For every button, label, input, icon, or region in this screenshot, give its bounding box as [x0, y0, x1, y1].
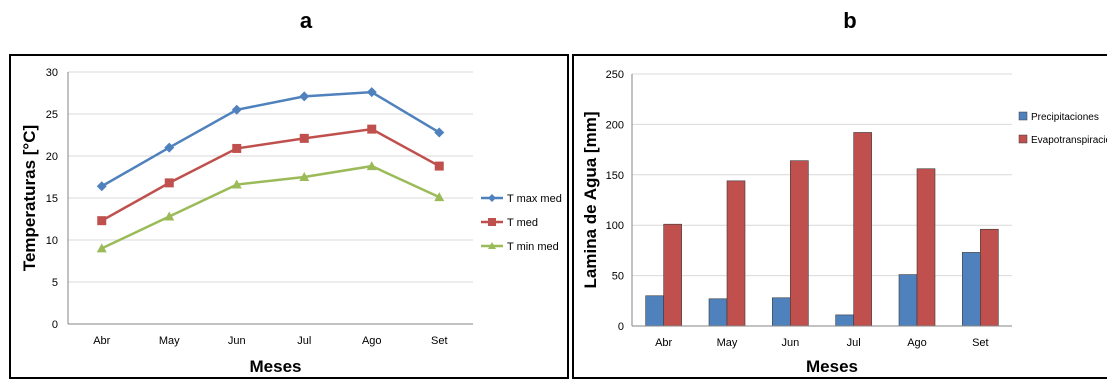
legend-label-precipitaciones: Precipitaciones [1031, 112, 1099, 123]
data-point-t-max-med-set [434, 127, 445, 138]
data-point-t-med-may [164, 178, 174, 188]
bar-evapotranspiracion-jun [790, 160, 809, 327]
y-tick-label-b-4: 200 [606, 119, 624, 131]
x-tick-label-a-jun: Jun [228, 335, 246, 347]
chart-b-water: 0 50 100 150 200 250 Abr May Jun Jul Ago Set Meses La… [572, 54, 1107, 379]
data-point-t-med-set [434, 161, 444, 171]
data-point-t-max-med-jul [299, 91, 310, 102]
y-tick-label-a-0: 0 [52, 319, 58, 331]
data-point-t-min-med-jul [299, 172, 310, 181]
panel-label-b: b [843, 8, 857, 33]
data-point-t-min-med-ago [366, 161, 377, 171]
x-axis-label-a: Meses [250, 357, 302, 376]
data-point-t-med-jul [299, 133, 309, 143]
y-tick-label-a-6: 30 [46, 67, 58, 79]
y-tick-label-a-4: 20 [46, 151, 58, 163]
y-tick-label-a-2: 10 [46, 235, 58, 247]
chart-b-svg: 0 50 100 150 200 250 Abr May Jun Jul Ago Set Meses La… [581, 69, 1107, 376]
bar-evapotranspiracion-ago [916, 168, 936, 327]
bar-evapotranspiracion-may [726, 180, 746, 327]
legend-label-t-max-med: T max med [507, 193, 562, 205]
bar-evapotranspiracion-jul [853, 132, 872, 327]
x-tick-label-a-ago: Ago [362, 335, 382, 347]
panel-label-a: a [299, 8, 313, 33]
bar-precipitaciones-jun [772, 297, 791, 327]
legend-marker-t-med [488, 218, 496, 226]
series-line-t-min-med [101, 164, 440, 250]
legend-label-evapotranspiracion: Evapotranspiracion [1031, 135, 1107, 146]
data-point-t-min-med-may [164, 211, 175, 221]
y-axis-label-a: Temperaturas [°C] [20, 125, 39, 271]
x-tick-label-a-jul: Jul [297, 335, 311, 347]
bar-evapotranspiracion-set [980, 228, 999, 327]
legend-label-t-min-med: T min med [507, 241, 559, 253]
y-tick-label-b-3: 150 [606, 170, 624, 182]
data-point-t-min-med-set [434, 192, 445, 202]
data-point-t-med-jun [232, 143, 242, 153]
y-tick-label-a-1: 5 [52, 277, 58, 289]
x-tick-label-b-set: Set [972, 337, 989, 349]
data-point-t-med-ago [367, 124, 377, 134]
data-point-t-min-med-jun [231, 179, 242, 189]
bar-precipitaciones-abr [645, 295, 664, 327]
bar-evapotranspiracion-abr [663, 223, 682, 327]
x-tick-label-b-ago: Ago [907, 337, 927, 349]
legend-swatch-evapotranspiracion [1018, 134, 1028, 144]
data-point-t-min-med-abr [96, 243, 107, 253]
y-tick-label-a-5: 25 [46, 109, 58, 121]
x-tick-label-b-abr: Abr [655, 337, 672, 349]
y-tick-label-a-3: 15 [46, 193, 58, 205]
data-point-t-max-med-may [164, 142, 175, 153]
legend-swatch-precipitaciones [1018, 111, 1028, 121]
x-axis-label-b: Meses [806, 357, 858, 376]
legend-label-t-med: T med [507, 217, 538, 229]
data-point-t-max-med-abr [96, 181, 107, 192]
bar-precipitaciones-jul [835, 314, 854, 327]
x-tick-label-a-abr: Abr [93, 335, 110, 347]
legend-marker-t-min-med [488, 242, 496, 249]
legend-marker-t-max-med [488, 194, 496, 202]
y-tick-label-b-5: 250 [606, 69, 624, 81]
y-tick-label-b-2: 100 [606, 220, 624, 232]
data-point-t-max-med-jun [231, 104, 242, 115]
x-tick-label-b-may: May [717, 337, 738, 349]
bar-precipitaciones-set [962, 252, 981, 327]
series-line-t-max-med [101, 90, 440, 188]
x-tick-label-b-jun: Jun [781, 337, 799, 349]
data-point-t-max-med-ago [366, 87, 377, 98]
y-tick-label-b-1: 50 [612, 271, 624, 283]
x-tick-label-a-may: May [159, 335, 180, 347]
x-tick-label-b-jul: Jul [847, 337, 861, 349]
chart-a-temperatures: 0 5 10 15 20 25 30 Abr May Jun Jul Ago Set Meses Tempe… [9, 54, 569, 379]
chart-a-svg: 0 5 10 15 20 25 30 Abr May Jun Jul Ago Set Meses Tempe… [20, 67, 562, 376]
bar-precipitaciones-may [708, 298, 728, 327]
y-axis-label-b: Lamina de Agua [mm] [581, 112, 600, 289]
data-point-t-med-abr [97, 216, 107, 226]
y-tick-label-b-0: 0 [618, 321, 624, 333]
x-tick-label-a-set: Set [431, 335, 448, 347]
series-line-t-med [101, 127, 440, 222]
bar-precipitaciones-ago [898, 274, 918, 327]
